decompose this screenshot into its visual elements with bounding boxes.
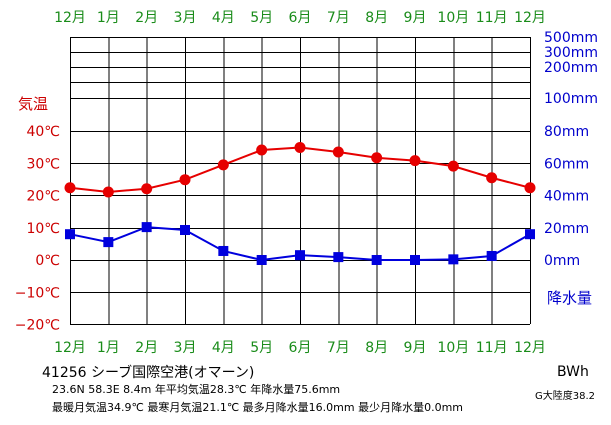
month-label-bottom: 2月 — [135, 340, 158, 356]
month-label-bottom: 7月 — [327, 340, 350, 356]
station-extremes: 最暖月気温34.9℃ 最寒月気温21.1℃ 最多月降水量16.0mm 最少月降水… — [52, 400, 463, 414]
month-label-bottom: 12月 — [54, 340, 86, 356]
month-label-bottom: 9月 — [404, 340, 427, 356]
temperature-point — [217, 159, 229, 171]
temperature-point — [179, 174, 191, 186]
month-label-bottom: 1月 — [97, 340, 120, 356]
precipitation-tick-label: 80mm — [544, 124, 589, 140]
month-label-top: 5月 — [250, 10, 273, 26]
temperature-point — [141, 183, 153, 195]
temperature-tick-label: 0℃ — [35, 253, 60, 269]
month-label-top: 1月 — [97, 10, 120, 26]
precipitation-point — [65, 229, 75, 240]
month-label-bottom: 5月 — [250, 340, 273, 356]
month-label-bottom: 12月 — [514, 340, 546, 356]
month-label-top: 10月 — [437, 10, 469, 26]
precipitation-tick-label: 200mm — [544, 60, 598, 76]
month-label-bottom: 8月 — [365, 340, 388, 356]
temperature-point — [486, 172, 498, 184]
temperature-point — [64, 182, 76, 194]
bottom-month-labels: 12月 1月 2月 3月 4月 5月 6月 7月 8月 9月 10月 11月 12月 — [54, 340, 546, 356]
precipitation-point — [256, 255, 267, 265]
precipitation-tick-label: 100mm — [544, 91, 598, 107]
temperature-tick-label: 40℃ — [26, 124, 60, 140]
temperature-point — [332, 146, 344, 158]
temperature-point — [294, 141, 306, 153]
series — [64, 141, 536, 265]
month-label-top: 11月 — [476, 10, 508, 26]
precipitation-point — [180, 225, 190, 236]
precipitation-point — [103, 237, 114, 248]
temperature-tick-label: −10℃ — [15, 285, 60, 301]
month-label-bottom: 6月 — [289, 340, 312, 356]
continentality-index: G大陸度38.2 — [535, 389, 595, 402]
month-label-top: 12月 — [514, 10, 546, 26]
precipitation-tick-label: 500mm — [544, 30, 598, 46]
temperature-tick-label: 10℃ — [26, 221, 60, 237]
precipitation-tick-label: 20mm — [544, 221, 589, 237]
month-label-top: 2月 — [135, 10, 158, 26]
precipitation-point — [525, 229, 535, 240]
month-label-top: 4月 — [212, 10, 235, 26]
precipitation-axis-title: 降水量 — [547, 289, 592, 307]
temperature-tick-label: 30℃ — [26, 156, 60, 172]
precipitation-point — [486, 250, 497, 261]
grid — [70, 37, 531, 325]
month-label-top: 6月 — [289, 10, 312, 26]
temperature-point — [371, 152, 383, 164]
precipitation-point — [333, 252, 344, 263]
temperature-tick-label: −20℃ — [15, 318, 60, 334]
month-label-top: 7月 — [327, 10, 350, 26]
month-label-top: 8月 — [365, 10, 388, 26]
month-label-top: 3月 — [174, 10, 197, 26]
month-label-bottom: 10月 — [437, 340, 469, 356]
precipitation-point — [141, 222, 152, 233]
temperature-point — [524, 182, 536, 194]
month-label-top: 9月 — [404, 10, 427, 26]
month-label-bottom: 11月 — [476, 340, 508, 356]
top-month-labels: 12月 1月 2月 3月 4月 5月 6月 7月 8月 9月 10月 11月 12月 — [54, 10, 546, 26]
precipitation-point — [371, 255, 382, 265]
temperature-axis-ticks: 40℃ 30℃ 20℃ 10℃ 0℃ −10℃ −20℃ — [15, 124, 60, 334]
precipitation-point — [410, 255, 420, 265]
precipitation-point — [448, 254, 459, 265]
precipitation-tick-label: 40mm — [544, 189, 589, 205]
station-summary: 23.6N 58.3E 8.4m 年平均気温28.3℃ 年降水量75.6mm — [52, 382, 340, 396]
month-label-bottom: 4月 — [212, 340, 235, 356]
precipitation-point — [295, 250, 305, 261]
station-name: 41256 シーブ国際空港(オマーン) — [42, 364, 254, 381]
precipitation-point — [218, 245, 229, 256]
temperature-tick-label: 20℃ — [26, 189, 60, 205]
month-label-top: 12月 — [54, 10, 86, 26]
precipitation-tick-label: 300mm — [544, 45, 598, 61]
precipitation-tick-label: 60mm — [544, 156, 589, 172]
temperature-point — [447, 160, 459, 172]
temperature-axis-title: 気温 — [18, 95, 48, 113]
precipitation-tick-label: 0mm — [544, 253, 580, 269]
temperature-point — [256, 144, 268, 156]
month-label-bottom: 3月 — [174, 340, 197, 356]
temperature-point — [102, 186, 114, 198]
temperature-point — [409, 155, 421, 167]
climate-classification: BWh — [557, 364, 589, 380]
